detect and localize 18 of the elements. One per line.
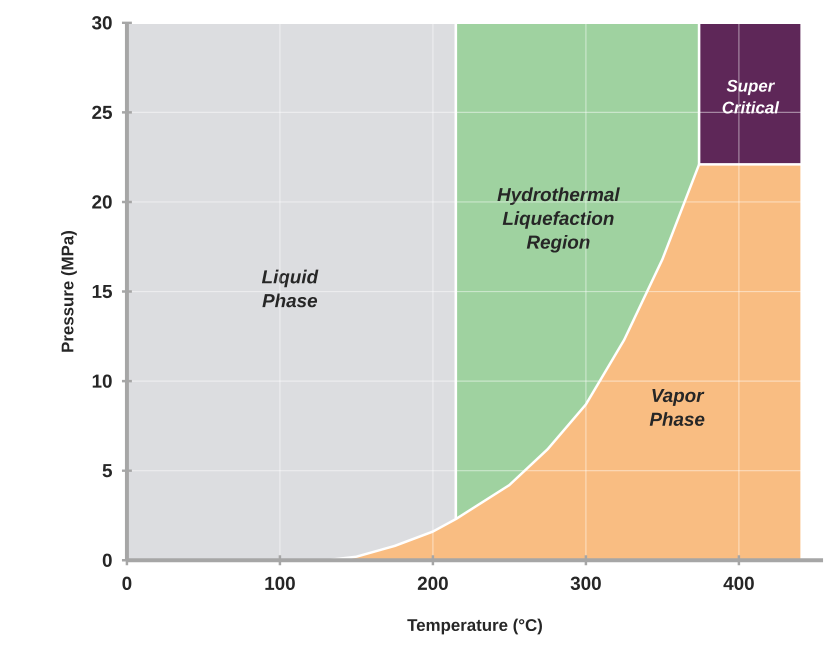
series-label: Liquid Phase (262, 269, 318, 308)
x-tick-label: 300 (570, 576, 601, 590)
x-tick-label: 400 (723, 576, 754, 590)
y-tick-label: 25 (92, 106, 112, 119)
y-tick-label: 20 (92, 195, 112, 208)
y-tick-label: 30 (92, 16, 112, 30)
x-tick-label: 200 (418, 576, 448, 590)
y-tick-label: 0 (102, 553, 112, 567)
y-axis-title: Pressure (MPa) (61, 230, 77, 352)
y-tick-label: 15 (92, 284, 112, 298)
series-label: Super Critical (722, 80, 780, 114)
series-label: Vapor Phase (650, 388, 704, 426)
x-tick-label: 100 (265, 576, 295, 590)
x-axis-title: Temperature (°C) (407, 618, 542, 634)
y-tick-label: 5 (102, 464, 112, 478)
series-label: Hydrothermal Liquefaction Region (497, 187, 620, 252)
x-tick-label: 0 (122, 576, 132, 590)
y-tick-label: 10 (92, 374, 112, 388)
